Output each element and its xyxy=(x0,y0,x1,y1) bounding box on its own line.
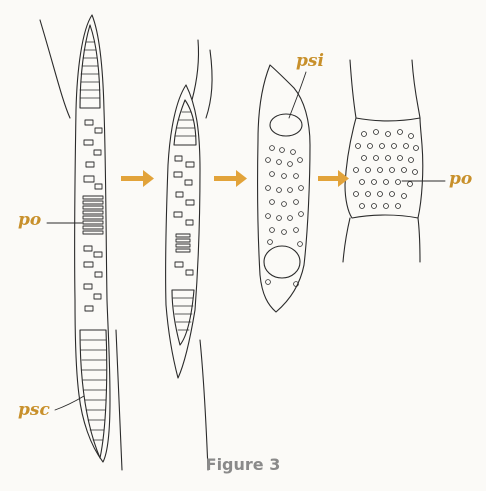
stage-4-cell xyxy=(342,59,446,263)
stage-3-cell xyxy=(257,64,311,313)
arrow-1 xyxy=(121,170,154,187)
stage-1-bottom-cap xyxy=(79,329,108,459)
stage-1-top-cap xyxy=(79,24,101,109)
po-right-label: po xyxy=(449,169,473,189)
stage-1-cell xyxy=(39,14,123,471)
stage-2-pits xyxy=(173,155,195,276)
stage-4-left-wall xyxy=(349,59,357,119)
stage-2-neighbor-bottom xyxy=(199,339,209,471)
stage-1-pits xyxy=(82,119,104,312)
stage-4-right-wall xyxy=(411,59,421,119)
psi-top-ellipse xyxy=(269,113,303,137)
stage-2-neighbor-right xyxy=(205,49,213,119)
stage-4-cell-outline xyxy=(344,117,424,219)
stage-1-bottom-cap-bars xyxy=(80,339,107,441)
stage-2-top-cap-bars xyxy=(174,111,197,137)
stage-2-top-cap xyxy=(173,99,197,146)
process-arrows xyxy=(121,170,349,187)
po-left-label: po xyxy=(18,210,42,230)
stage-2-cell-outline xyxy=(165,84,201,379)
psi-leader xyxy=(288,71,307,119)
stage-1-cell-outline xyxy=(74,14,111,463)
psi-label: psi xyxy=(296,51,324,71)
stage-2-bottom-cap-bars xyxy=(172,297,194,331)
stage-1-neighbor-wall-right xyxy=(115,329,123,471)
stage-2-neighbor-top xyxy=(191,39,200,101)
stage-3-pits xyxy=(265,145,304,287)
stage-4-pits xyxy=(353,129,419,209)
figure-caption: Figure 3 xyxy=(205,455,281,474)
stage-4-left-wall-bottom xyxy=(342,217,351,263)
psc-leader xyxy=(54,395,85,411)
stage-4-right-wall-bottom xyxy=(417,217,421,263)
stage-1-top-cap-bars xyxy=(79,41,101,99)
stage-2-cell xyxy=(165,39,213,471)
stage-3-cell-outline xyxy=(257,64,311,313)
arrow-2 xyxy=(214,170,247,187)
arrow-3 xyxy=(318,170,349,187)
psi-bottom-ellipse xyxy=(263,245,301,279)
psc-label: psc xyxy=(18,400,50,420)
stage-2-bottom-cap xyxy=(171,289,195,346)
stage-1-neighbor-wall xyxy=(39,19,71,119)
